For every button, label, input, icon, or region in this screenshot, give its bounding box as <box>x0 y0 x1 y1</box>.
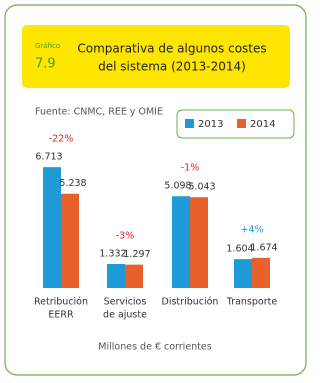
x-tick-label: Transporte <box>226 297 278 308</box>
figure-number: 7.9 <box>35 57 56 72</box>
x-tick-label: de ajuste <box>103 310 147 321</box>
header-box <box>22 25 290 88</box>
value-label: 1.332 <box>99 249 126 260</box>
chart-title: del sistema (2013-2014) <box>98 60 246 74</box>
bar <box>234 259 252 288</box>
chart-title: Comparativa de algunos costes <box>77 42 266 56</box>
x-axis-label: Millones de € corrientes <box>98 342 211 353</box>
x-tick-label: Retribución <box>34 297 88 308</box>
value-label: 1.297 <box>123 249 150 260</box>
x-tick-label: Servicios <box>104 297 147 308</box>
value-label: 5.098 <box>164 181 191 192</box>
source: Fuente: CNMC, REE y OMIE <box>35 107 163 118</box>
change-label: -22% <box>49 134 74 145</box>
value-label: 1.674 <box>250 242 277 253</box>
legend-swatch <box>237 119 246 128</box>
bar <box>125 264 143 288</box>
bar <box>43 167 61 288</box>
frame <box>4 4 307 376</box>
legend-label: 2014 <box>250 119 275 130</box>
change-label: +4% <box>240 224 263 235</box>
value-label: 5.043 <box>188 182 215 193</box>
bar <box>252 257 270 288</box>
chart: Gráfico 7.9 Comparativa de algunos coste… <box>4 4 307 376</box>
bar <box>107 264 125 288</box>
change-label: -1% <box>181 163 200 174</box>
legend-swatch <box>185 119 194 128</box>
bar <box>190 197 208 288</box>
legend-label: 2013 <box>198 119 223 130</box>
legend-box <box>176 109 295 139</box>
figure-label: Gráfico <box>35 42 60 50</box>
change-label: -3% <box>116 231 135 242</box>
x-tick-label: EERR <box>48 310 74 321</box>
value-label: 6.713 <box>35 152 62 163</box>
value-label: 1.604 <box>226 244 253 255</box>
x-tick-label: Distribución <box>162 297 219 308</box>
value-label: 5.238 <box>59 178 86 189</box>
bar <box>61 193 79 288</box>
bar <box>172 196 190 288</box>
